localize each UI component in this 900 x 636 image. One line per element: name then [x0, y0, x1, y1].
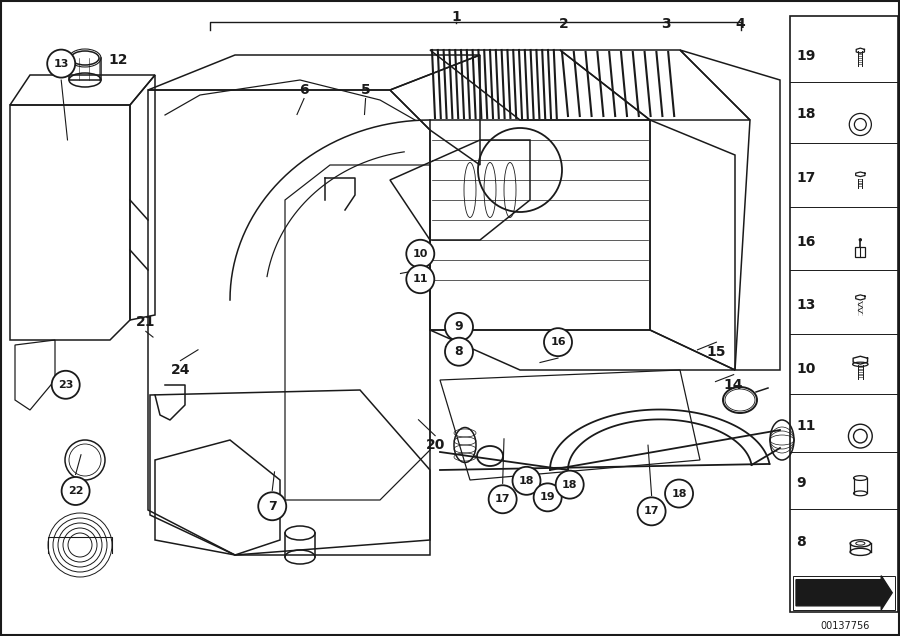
Circle shape — [534, 483, 562, 511]
Text: 8: 8 — [454, 345, 464, 358]
Text: 18: 18 — [518, 476, 535, 486]
Text: 00137756: 00137756 — [820, 621, 869, 632]
Text: 5: 5 — [361, 83, 371, 97]
Text: 3: 3 — [662, 17, 670, 31]
Circle shape — [445, 338, 473, 366]
Circle shape — [406, 265, 435, 293]
Text: 22: 22 — [68, 486, 84, 496]
Text: 10: 10 — [796, 362, 815, 376]
Circle shape — [859, 238, 862, 242]
Bar — [855, 247, 866, 257]
Circle shape — [51, 371, 80, 399]
Text: 13: 13 — [53, 59, 69, 69]
Circle shape — [61, 477, 90, 505]
Text: 4: 4 — [736, 17, 745, 31]
Text: 9: 9 — [796, 476, 806, 490]
Bar — [790, 16, 898, 612]
Text: 1: 1 — [452, 10, 461, 24]
Circle shape — [512, 467, 541, 495]
Bar — [793, 576, 896, 610]
Text: 17: 17 — [796, 171, 815, 185]
Text: 19: 19 — [796, 49, 815, 63]
Polygon shape — [796, 576, 892, 610]
Circle shape — [258, 492, 286, 520]
Text: 18: 18 — [671, 488, 687, 499]
Circle shape — [406, 240, 435, 268]
Circle shape — [445, 313, 473, 341]
Text: 21: 21 — [136, 315, 156, 329]
Text: 9: 9 — [454, 321, 464, 333]
Circle shape — [47, 50, 76, 78]
Text: 16: 16 — [796, 235, 815, 249]
Text: 6: 6 — [299, 83, 309, 97]
Text: 16: 16 — [550, 337, 566, 347]
Text: 18: 18 — [796, 107, 815, 121]
Circle shape — [555, 471, 584, 499]
Text: 2: 2 — [559, 17, 569, 31]
Text: 11: 11 — [796, 419, 815, 433]
Text: 24: 24 — [171, 363, 190, 377]
Circle shape — [637, 497, 666, 525]
Text: 18: 18 — [562, 480, 578, 490]
Text: 20: 20 — [426, 438, 445, 452]
Text: 11: 11 — [412, 274, 428, 284]
Text: 19: 19 — [540, 492, 555, 502]
Text: 7: 7 — [268, 500, 276, 513]
Text: 23: 23 — [58, 380, 74, 390]
Circle shape — [544, 328, 572, 356]
Circle shape — [489, 485, 517, 513]
Text: 13: 13 — [796, 298, 815, 312]
Text: 15: 15 — [706, 345, 726, 359]
Text: 8: 8 — [796, 535, 806, 549]
Text: 14: 14 — [724, 378, 743, 392]
Text: 10: 10 — [412, 249, 428, 259]
Text: 17: 17 — [495, 494, 510, 504]
Circle shape — [665, 480, 693, 508]
Text: 12: 12 — [109, 53, 128, 67]
Text: 17: 17 — [644, 506, 660, 516]
